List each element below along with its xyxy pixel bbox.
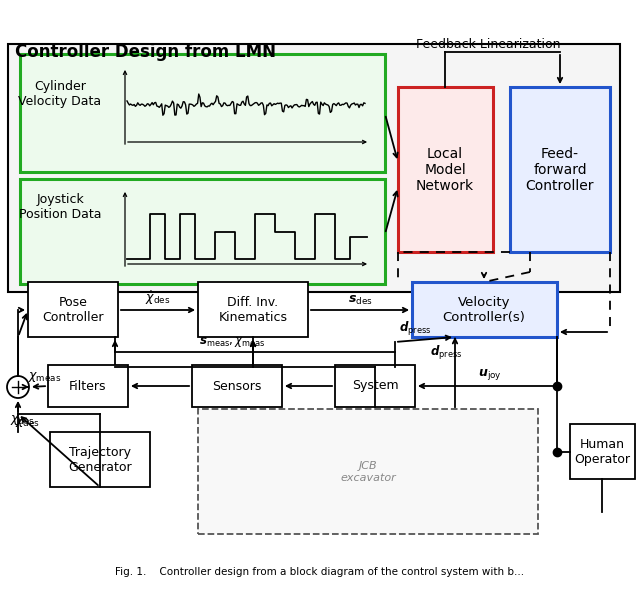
Text: $\boldsymbol{d}_\mathrm{press}$: $\boldsymbol{d}_\mathrm{press}$	[399, 320, 431, 338]
Text: $\boldsymbol{s}_\mathrm{meas}, \chi_\mathrm{meas}$: $\boldsymbol{s}_\mathrm{meas}, \chi_\mat…	[198, 335, 266, 349]
Text: Joystick
Position Data: Joystick Position Data	[19, 193, 101, 221]
Text: Cylinder
Velocity Data: Cylinder Velocity Data	[19, 80, 102, 108]
FancyBboxPatch shape	[412, 282, 557, 337]
Text: $\dot{\boldsymbol{s}}_\mathrm{des}$: $\dot{\boldsymbol{s}}_\mathrm{des}$	[348, 290, 372, 307]
Text: Velocity
Controller(s): Velocity Controller(s)	[443, 296, 525, 324]
Text: $\chi_\mathrm{des}$: $\chi_\mathrm{des}$	[10, 413, 35, 427]
FancyBboxPatch shape	[198, 409, 538, 534]
FancyBboxPatch shape	[198, 282, 308, 337]
Text: Diff. Inv.
Kinematics: Diff. Inv. Kinematics	[218, 296, 287, 324]
FancyBboxPatch shape	[50, 432, 150, 487]
Text: Trajectory
Generator: Trajectory Generator	[68, 446, 132, 474]
Text: Local
Model
Network: Local Model Network	[416, 147, 474, 193]
Text: $\boldsymbol{d}_\mathrm{press}$: $\boldsymbol{d}_\mathrm{press}$	[430, 344, 462, 362]
Text: Sensors: Sensors	[212, 379, 262, 392]
FancyBboxPatch shape	[192, 365, 282, 407]
Text: $\chi_\mathrm{meas}$: $\chi_\mathrm{meas}$	[28, 370, 61, 384]
Text: Human
Operator: Human Operator	[574, 438, 630, 466]
Text: $\chi_\mathrm{des}$: $\chi_\mathrm{des}$	[15, 415, 40, 429]
FancyBboxPatch shape	[28, 282, 118, 337]
Text: Fig. 1.    Controller design from a block diagram of the control system with b..: Fig. 1. Controller design from a block d…	[115, 567, 525, 577]
FancyBboxPatch shape	[20, 179, 385, 284]
Text: System: System	[352, 379, 398, 392]
FancyBboxPatch shape	[8, 44, 620, 292]
Text: Pose
Controller: Pose Controller	[42, 296, 104, 324]
Text: Filters: Filters	[69, 379, 107, 392]
FancyBboxPatch shape	[398, 87, 493, 252]
FancyBboxPatch shape	[570, 424, 635, 479]
Text: $\dot{\chi}_\mathrm{des}$: $\dot{\chi}_\mathrm{des}$	[145, 289, 171, 307]
FancyBboxPatch shape	[20, 54, 385, 172]
Text: Feedback Linearization: Feedback Linearization	[416, 37, 560, 50]
Text: JCB
excavator: JCB excavator	[340, 461, 396, 483]
FancyBboxPatch shape	[510, 87, 610, 252]
Text: Controller Design from LMN: Controller Design from LMN	[15, 43, 276, 61]
FancyBboxPatch shape	[48, 365, 128, 407]
Text: $\boldsymbol{u}_\mathrm{joy}$: $\boldsymbol{u}_\mathrm{joy}$	[478, 367, 502, 382]
Text: Feed-
forward
Controller: Feed- forward Controller	[525, 147, 595, 193]
FancyBboxPatch shape	[335, 365, 415, 407]
